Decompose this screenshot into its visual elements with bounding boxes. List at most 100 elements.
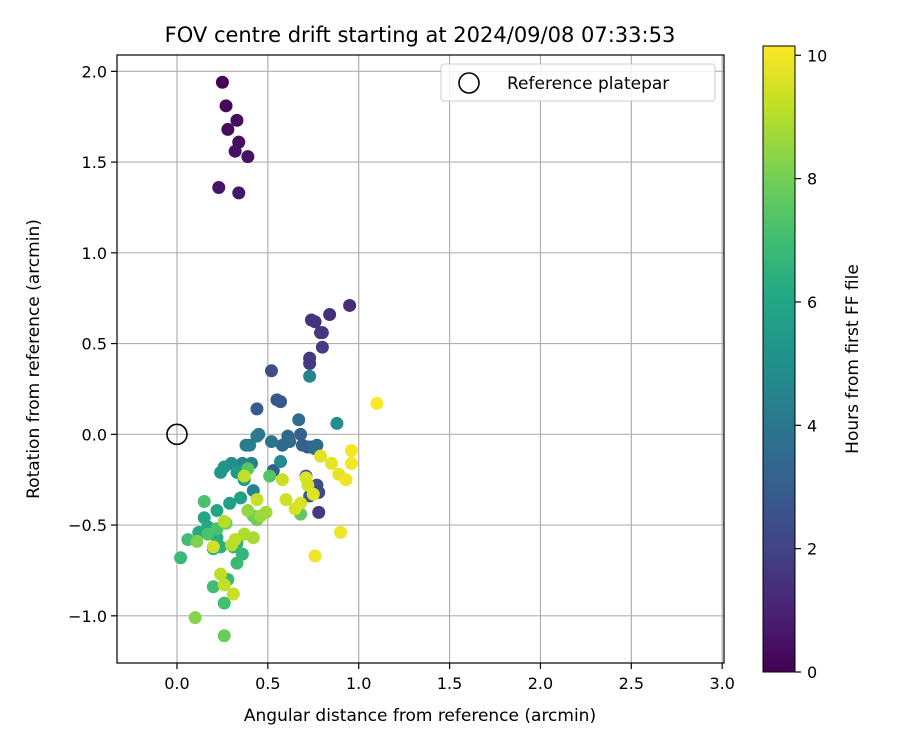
data-point	[292, 413, 306, 427]
data-point	[294, 496, 308, 510]
colorbar-tick-label: 0	[807, 663, 817, 682]
data-point	[308, 549, 322, 563]
data-point	[323, 308, 337, 322]
data-point	[264, 435, 278, 449]
data-point	[339, 473, 353, 487]
x-tick-label: 1.0	[346, 674, 371, 693]
data-point	[206, 580, 220, 594]
data-point	[312, 505, 326, 519]
data-point	[275, 473, 289, 487]
data-point	[237, 469, 251, 483]
data-point	[275, 438, 289, 452]
data-point	[217, 629, 231, 643]
data-point	[217, 514, 231, 528]
reference-point	[166, 423, 188, 446]
data-point	[214, 567, 228, 581]
y-tick-label: −1.0	[68, 607, 107, 626]
data-point	[259, 505, 273, 519]
y-tick-label: 1.5	[82, 153, 107, 172]
data-point	[223, 496, 237, 510]
data-point	[214, 465, 228, 479]
data-point	[250, 429, 264, 443]
data-point	[197, 494, 211, 508]
grid-lines	[117, 55, 724, 663]
data-point	[303, 357, 317, 371]
y-tick-label: 0.5	[82, 335, 107, 354]
data-point	[241, 150, 255, 164]
colorbar-tick-label: 2	[807, 540, 817, 559]
colorbar-tick-label: 10	[807, 46, 827, 65]
data-point	[274, 395, 288, 409]
data-point	[228, 533, 242, 547]
data-point	[243, 438, 257, 452]
colorbar-label: Hours from first FF file	[843, 264, 863, 454]
legend: Reference platepar	[440, 63, 716, 102]
data-point	[190, 534, 204, 548]
data-point	[226, 587, 240, 601]
x-tick-label: 0.5	[255, 674, 280, 693]
data-point	[232, 186, 246, 200]
y-axis-ticks: −1.0 −0.5 0.0 0.5 1.0 1.5 2.0	[68, 62, 117, 626]
legend-label: Reference platepar	[507, 74, 669, 94]
reference-marker	[166, 423, 188, 446]
data-point	[279, 493, 293, 507]
legend-box	[440, 63, 716, 102]
data-point	[324, 456, 338, 470]
data-point	[221, 122, 235, 136]
colorbar-tick-label: 4	[807, 416, 817, 435]
colorbar-ticks: 0 2 4 6 8 10	[795, 46, 827, 682]
y-tick-label: 1.0	[82, 244, 107, 263]
data-point	[219, 99, 233, 113]
y-axis-label: Rotation from reference (arcmin)	[24, 219, 44, 499]
plot-frame	[116, 54, 725, 664]
data-point	[330, 416, 344, 430]
data-point	[315, 326, 329, 340]
data-point	[250, 493, 264, 507]
data-point	[294, 427, 308, 441]
data-point	[174, 551, 188, 565]
data-points	[174, 75, 384, 643]
data-point	[234, 491, 248, 505]
chart-title: FOV centre drift starting at 2024/09/08 …	[165, 23, 676, 47]
data-point	[315, 340, 329, 354]
data-point	[250, 402, 264, 416]
colorbar-tick-label: 6	[807, 293, 817, 312]
data-point	[303, 369, 317, 383]
data-point	[210, 504, 224, 518]
data-point	[314, 449, 328, 463]
data-point	[215, 75, 229, 89]
x-tick-label: 3.0	[709, 674, 734, 693]
data-point	[306, 487, 320, 501]
y-tick-label: −0.5	[68, 516, 107, 535]
data-point	[201, 527, 215, 541]
x-axis-ticks: 0.0 0.5 1.0 1.5 2.0 2.5 3.0	[164, 663, 735, 693]
data-point	[264, 364, 278, 378]
data-point	[370, 396, 384, 410]
colorbar: 0 2 4 6 8 10 Hours from first FF file	[762, 45, 863, 682]
colorbar-tick-label: 8	[807, 170, 817, 189]
data-point	[263, 469, 277, 483]
x-axis-label: Angular distance from reference (arcmin)	[244, 706, 596, 726]
data-point	[188, 611, 202, 625]
data-point	[217, 578, 231, 592]
data-point	[206, 540, 220, 554]
x-tick-label: 0.0	[164, 674, 189, 693]
y-tick-label: 2.0	[82, 62, 107, 81]
data-point	[308, 315, 322, 329]
x-tick-label: 1.5	[437, 674, 462, 693]
legend-marker-icon	[458, 72, 480, 94]
data-point	[230, 556, 244, 570]
colorbar-gradient	[762, 45, 796, 673]
data-point	[212, 180, 226, 194]
x-tick-label: 2.5	[619, 674, 644, 693]
data-point	[344, 444, 358, 458]
data-point	[334, 525, 348, 539]
data-point	[274, 455, 288, 469]
data-point	[217, 596, 231, 610]
y-tick-label: 0.0	[82, 425, 107, 444]
x-tick-label: 2.0	[528, 674, 553, 693]
data-point	[230, 113, 244, 127]
data-point	[343, 298, 357, 312]
data-point	[241, 504, 255, 518]
